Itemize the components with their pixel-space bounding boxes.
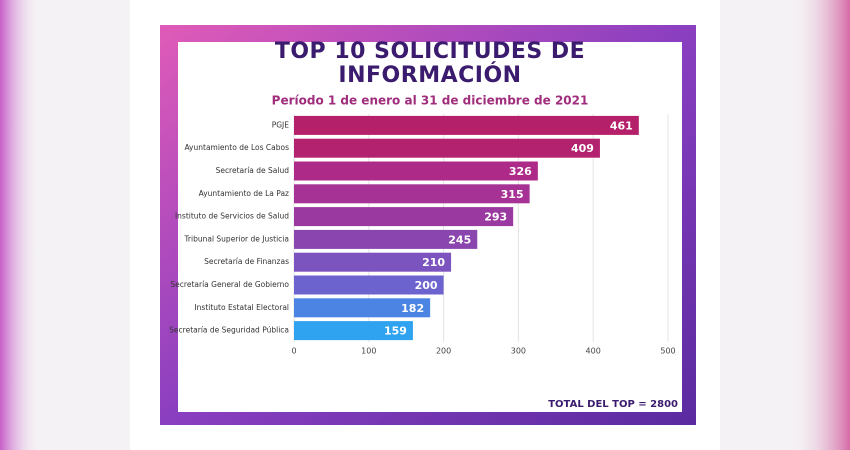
y-tick-label: Secretaría de Finanzas (204, 257, 289, 266)
value-label: 293 (484, 211, 507, 224)
y-tick-label: PGJE (272, 120, 290, 129)
panel (178, 42, 682, 412)
annotation: TOTAL DEL TOP = 2800 (548, 399, 678, 410)
bar (294, 252, 452, 272)
y-tick-label: Ayuntamiento de La Paz (199, 189, 289, 198)
value-label: 245 (448, 233, 471, 246)
bar (294, 184, 530, 204)
y-tick-label: Instituto Estatal Electoral (194, 303, 289, 312)
chart-title: TOP 10 SOLICITUDES DE INFORMACIÓN (274, 39, 586, 88)
value-label: 461 (610, 119, 633, 132)
x-tick-label: 300 (511, 347, 526, 356)
value-label: 326 (509, 165, 532, 178)
side-blur (0, 0, 40, 450)
bar (294, 115, 639, 135)
bar (294, 207, 514, 227)
x-tick-label: 0 (291, 347, 296, 356)
bar (294, 229, 478, 249)
value-label: 315 (501, 188, 524, 201)
y-tick-label: Secretaría de Salud (216, 166, 290, 175)
y-tick-label: Ayuntamiento de Los Cabos (184, 143, 289, 152)
y-tick-label: Secretaría de Seguridad Pública (169, 326, 289, 335)
side-blur (790, 0, 850, 450)
y-tick-label: Instituto de Servicios de Salud (175, 212, 289, 221)
x-tick-label: 400 (586, 347, 601, 356)
x-tick-label: 200 (436, 347, 451, 356)
bar (294, 138, 600, 158)
x-tick-label: 100 (361, 347, 376, 356)
value-label: 210 (422, 256, 445, 269)
bar (294, 161, 538, 181)
value-label: 409 (571, 142, 594, 155)
y-tick-label: Secretaría General de Gobierno (170, 280, 289, 289)
subtitle: Período 1 de enero al 31 de diciembre de… (272, 94, 589, 108)
x-tick-label: 500 (660, 347, 675, 356)
value-label: 159 (384, 325, 407, 338)
value-label: 182 (401, 302, 424, 315)
bar (294, 321, 413, 341)
bar (294, 298, 431, 318)
bar (294, 275, 444, 295)
y-tick-label: Tribunal Superior de Justicia (183, 234, 289, 243)
value-label: 200 (415, 279, 438, 292)
